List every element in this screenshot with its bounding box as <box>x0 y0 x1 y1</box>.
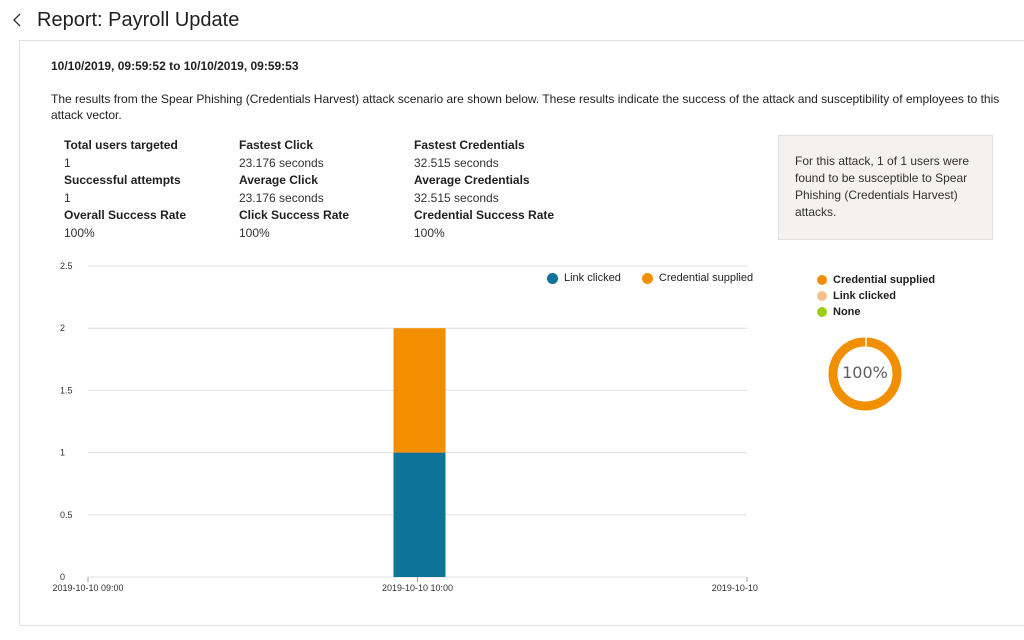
y-tick-label: 0 <box>60 572 65 582</box>
x-tick-label: 2019-10-10 09:00 <box>52 583 123 593</box>
stat-value: 23.176 seconds <box>239 191 324 205</box>
stats-column-users: Total users targeted 1 Successful attemp… <box>64 137 239 242</box>
legend-dot-link-clicked <box>547 272 558 284</box>
y-tick-label: 2 <box>60 323 65 333</box>
stat-label: Overall Success Rate <box>64 208 187 222</box>
legend-dot-credential-supplied <box>641 272 653 284</box>
bar-chart-svg: 0 0.5 1 1.5 2 2.5 2019-10-10 09:00 2019-10-10 1… <box>52 261 760 593</box>
donut-legend-item[interactable]: Link clicked <box>817 288 935 304</box>
legend-label: Credential supplied <box>658 272 754 284</box>
stat-label: Total users targeted <box>64 138 178 152</box>
stat-value: 1 <box>64 156 71 170</box>
legend-label: Link clicked <box>833 290 896 302</box>
report-panel <box>19 40 1024 626</box>
x-tick-label: 2019-10-10 11:00 <box>712 583 760 593</box>
stats-column-clicks: Fastest Click 23.176 seconds Average Cli… <box>239 137 414 242</box>
page-title: Report: Payroll Update <box>37 9 240 31</box>
donut-legend-item[interactable]: None <box>817 304 935 320</box>
y-tick-label: 0.5 <box>60 510 73 520</box>
legend-item-link-clicked[interactable]: Link clicked <box>547 272 621 284</box>
donut-center-label: 100% <box>842 363 888 382</box>
stat-value: 1 <box>64 191 71 205</box>
x-tick-label: 2019-10-10 10:00 <box>382 583 453 593</box>
legend-label: Credential supplied <box>833 274 936 286</box>
stat-value: 32.515 seconds <box>414 156 499 170</box>
stat-value: 100% <box>414 226 445 240</box>
donut-slice <box>828 337 902 411</box>
stat-value: 23.176 seconds <box>239 156 324 170</box>
legend-label: Link clicked <box>564 272 621 284</box>
stat-value: 32.515 seconds <box>414 191 499 205</box>
back-chevron-icon[interactable] <box>10 8 28 32</box>
timeline-bar-chart: 0 0.5 1 1.5 2 2.5 2019-10-10 09:00 2019-10-10 1… <box>0 255 760 605</box>
bar-segment <box>393 452 446 577</box>
legend-dot-none <box>817 307 827 317</box>
y-tick-label: 1 <box>60 448 65 458</box>
stat-value: 100% <box>239 226 270 240</box>
legend-dot-link-clicked <box>817 291 827 301</box>
stat-label: Average Credentials <box>414 173 530 187</box>
bar-segment <box>393 328 446 453</box>
stat-value: 100% <box>64 226 95 240</box>
date-range: 10/10/2019, 09:59:52 to 10/10/2019, 09:5… <box>51 59 299 73</box>
stat-label: Click Success Rate <box>239 208 350 222</box>
stat-label: Fastest Click <box>239 138 314 152</box>
stat-label: Credential Success Rate <box>414 208 555 222</box>
susceptibility-donut-chart <box>828 336 902 411</box>
legend-label: None <box>833 306 861 318</box>
report-description: The results from the Spear Phishing (Cre… <box>51 92 1000 122</box>
stat-label: Average Click <box>239 173 318 187</box>
legend-dot-credential-supplied <box>817 275 827 285</box>
page-header: Report: Payroll Update <box>0 0 1024 42</box>
y-tick-label: 1.5 <box>60 385 73 395</box>
donut-legend: Credential supplied Link clicked None <box>817 272 935 320</box>
stat-label: Successful attempts <box>64 173 181 187</box>
legend-item-credential-supplied[interactable]: Credential supplied <box>641 272 754 284</box>
bar-chart-legend: Link clicked Credential supplied <box>547 272 771 287</box>
susceptibility-info-box: For this attack, 1 of 1 users were found… <box>778 135 993 240</box>
y-tick-label: 2.5 <box>60 261 73 271</box>
stat-label: Fastest Credentials <box>414 138 525 152</box>
donut-legend-item[interactable]: Credential supplied <box>817 272 935 288</box>
stats-column-credentials: Fastest Credentials 32.515 seconds Avera… <box>414 137 589 242</box>
